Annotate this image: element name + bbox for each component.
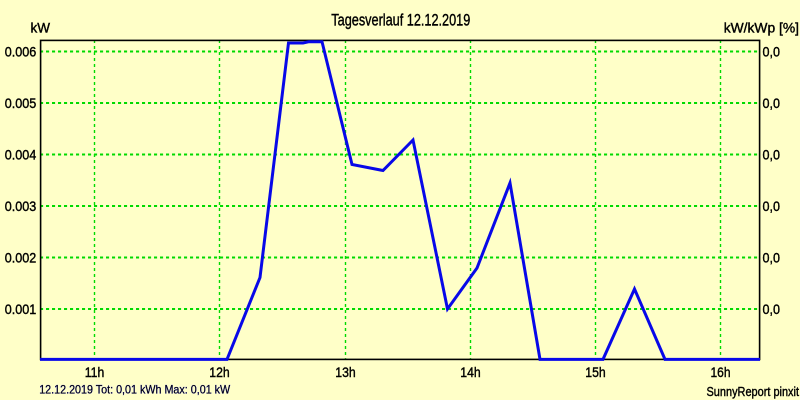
svg-text:12.12.2019 Tot: 0,01 kWh Max:: 12.12.2019 Tot: 0,01 kWh Max: 0,01 kW [39, 383, 230, 396]
svg-text:14h: 14h [460, 364, 481, 380]
svg-text:0.004: 0.004 [5, 146, 37, 162]
svg-text:kW/kWp [%]: kW/kWp [%] [724, 19, 799, 35]
svg-text:0,0: 0,0 [763, 95, 781, 111]
svg-text:0,0: 0,0 [763, 146, 781, 162]
svg-text:0.003: 0.003 [5, 198, 37, 214]
svg-text:12h: 12h [209, 364, 230, 380]
svg-text:0.002: 0.002 [5, 249, 37, 265]
svg-text:11h: 11h [85, 364, 105, 380]
svg-text:0,0: 0,0 [763, 249, 781, 265]
svg-text:15h: 15h [585, 364, 606, 380]
svg-text:16h: 16h [711, 364, 731, 380]
svg-text:13h: 13h [335, 364, 356, 380]
svg-text:kW: kW [31, 19, 51, 35]
svg-text:0.001: 0.001 [5, 301, 37, 317]
svg-text:0,0: 0,0 [763, 43, 781, 59]
svg-text:Tagesverlauf 12.12.2019: Tagesverlauf 12.12.2019 [331, 10, 470, 29]
svg-text:0,0: 0,0 [763, 198, 781, 214]
svg-text:0.006: 0.006 [5, 43, 37, 59]
svg-text:SunnyReport pinxit: SunnyReport pinxit [707, 384, 800, 399]
svg-text:0,0: 0,0 [763, 301, 781, 317]
svg-text:0.005: 0.005 [5, 95, 37, 111]
